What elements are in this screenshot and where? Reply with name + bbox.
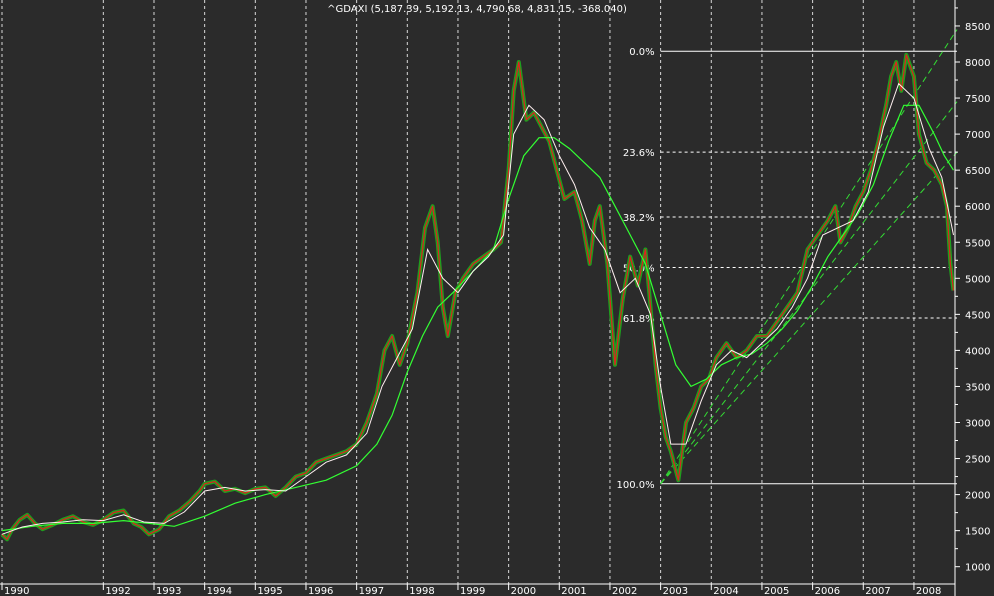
y-tick-label: 6000 <box>965 202 990 213</box>
x-tick-label: 2004 <box>713 586 738 596</box>
x-tick-label: 2002 <box>612 586 637 596</box>
series-layer <box>0 52 956 542</box>
x-tick-label: 1996 <box>308 586 333 596</box>
fib-level-label: 0.0% <box>629 47 654 58</box>
fib-level-label: 100.0% <box>616 480 654 491</box>
channel-line <box>660 151 958 485</box>
x-tick-label: 1990 <box>4 586 29 596</box>
y-tick-label: 4500 <box>965 310 990 321</box>
moving-average-short <box>1 82 954 535</box>
x-tick-label: 1998 <box>409 586 434 596</box>
moving-average-long <box>1 104 955 532</box>
y-tick-label: 1500 <box>965 527 990 538</box>
x-tick-label: 2008 <box>916 586 941 596</box>
y-tick-label: 3500 <box>965 382 990 393</box>
chart-title: ^GDAXI (5,187.39, 5,192.13, 4,790.68, 4,… <box>327 4 627 15</box>
y-tick-label: 1000 <box>965 563 990 574</box>
y-tick-label: 8000 <box>965 58 990 69</box>
fib-level-label: 50.0% <box>623 263 655 274</box>
y-tick-label: 7500 <box>965 94 990 105</box>
x-tick-label: 1994 <box>207 586 232 596</box>
price-series-line <box>1 54 955 540</box>
fib-level-label: 38.2% <box>623 213 655 224</box>
y-tick-label: 6500 <box>965 166 990 177</box>
x-tick-label: 2005 <box>764 586 789 596</box>
x-tick-label: 2007 <box>865 586 890 596</box>
y-tick-label: 7000 <box>965 130 990 141</box>
y-tick-label: 2500 <box>965 455 990 466</box>
x-tick-label: 2003 <box>663 586 688 596</box>
y-tick-label: 3000 <box>965 418 990 429</box>
y-tick-label: 8500 <box>965 22 990 33</box>
x-tick-label: 2006 <box>815 586 840 596</box>
fib-level-label: 61.8% <box>623 314 655 325</box>
x-tick-label: 1993 <box>156 586 181 596</box>
y-tick-label: 2000 <box>965 491 990 502</box>
fib-level-label: 23.6% <box>623 148 655 159</box>
x-tick-label: 1995 <box>257 586 282 596</box>
x-tick-label: 1999 <box>460 586 485 596</box>
x-tick-label: 2000 <box>511 586 536 596</box>
y-tick-label: 5000 <box>965 274 990 285</box>
y-tick-label: 4000 <box>965 346 990 357</box>
grid-layer <box>1 0 915 584</box>
x-tick-label: 1992 <box>105 586 130 596</box>
x-tick-label: 2001 <box>561 586 586 596</box>
fibonacci-layer: 0.0% 23.6% 38.2% 50.0% 61.8% 100.0% <box>616 47 957 491</box>
y-tick-label: 5500 <box>965 238 990 249</box>
x-tick-label: 1997 <box>359 586 384 596</box>
